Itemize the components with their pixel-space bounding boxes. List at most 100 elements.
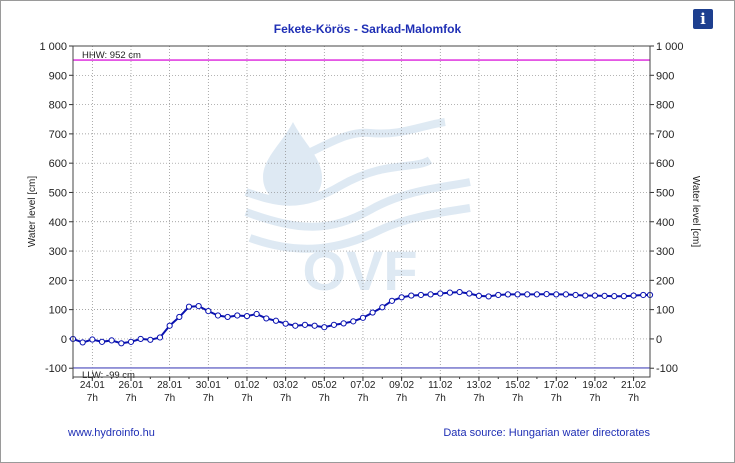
y-tick-label-left: 400 [49,217,67,229]
y-tick-label-right: 600 [656,158,674,170]
data-point [253,310,260,318]
y-tick-label-left: 900 [49,70,67,82]
data-source-note: Data source: Hungarian water directorate… [443,427,650,439]
x-tick-hour-label: 7h [435,393,446,404]
data-point [388,297,396,304]
y-tick-label-right: 800 [656,100,674,112]
data-point [572,291,579,299]
data-point [282,320,289,327]
hydroinfo-link[interactable]: www.hydroinfo.hu [68,427,155,439]
data-point [311,322,318,329]
data-point [475,292,483,299]
watermark-wave [248,204,471,253]
data-point [543,291,550,298]
x-tick-hour-label: 7h [357,393,368,404]
y-tick-label-left: 500 [49,187,67,199]
data-point [330,321,338,328]
watermark-wave [294,118,446,162]
x-tick-hour-label: 7h [473,393,484,404]
data-point [408,292,415,299]
data-point [533,291,541,298]
data-point [272,317,280,324]
x-tick-date-label: 26.01 [118,380,143,391]
y-tick-label-left: 0 [61,334,67,346]
x-tick-date-label: 11.02 [428,380,453,391]
x-tick-hour-label: 7h [551,393,562,404]
x-tick-date-label: 28.01 [157,380,182,391]
x-tick-date-label: 03.02 [273,380,298,391]
data-point [166,322,173,329]
data-point [185,303,193,310]
x-tick-hour-label: 7h [512,393,523,404]
y-tick-label-left: 200 [49,275,67,287]
x-tick-hour-label: 7h [87,393,98,404]
x-tick-hour-label: 7h [125,393,136,404]
data-point [79,339,86,346]
y-tick-label-right: -100 [656,363,678,375]
data-point [504,291,512,298]
x-tick-hour-label: 7h [589,393,600,404]
data-point [601,292,608,299]
y-tick-label-right: 900 [656,70,674,82]
y-tick-label-left: 600 [49,158,67,170]
x-tick-date-label: 01.02 [234,380,259,391]
y-tick-label-right: 1 000 [656,41,684,53]
data-point [379,304,386,311]
data-point [350,318,357,325]
data-point [630,292,637,299]
data-point [301,321,309,328]
data-point [456,288,463,296]
x-tick-date-label: 17.02 [544,380,569,391]
x-tick-date-label: 19.02 [582,380,607,391]
watermark-wave [244,156,433,206]
x-tick-hour-label: 7h [203,393,214,404]
data-point [485,293,492,300]
y-tick-label-left: -100 [45,363,67,375]
x-tick-date-label: 30.01 [196,380,221,391]
data-point [398,294,405,301]
x-tick-date-label: 07.02 [350,380,375,391]
reference-label-llw: LLW: -99 cm [82,370,135,381]
data-point [514,291,521,298]
data-point [224,313,231,321]
ovf-watermark-logo: OVF [244,118,471,302]
data-point [591,292,599,299]
y-tick-label-right: 200 [656,275,674,287]
data-point [205,307,212,315]
data-point [427,291,434,298]
data-point [340,320,347,327]
data-point [437,290,444,297]
y-tick-label-right: 300 [656,246,674,258]
data-point [108,337,115,344]
x-tick-hour-label: 7h [319,393,330,404]
x-tick-date-label: 24.01 [80,380,105,391]
data-point [137,335,144,343]
y-tick-label-left: 700 [49,129,67,141]
data-point [263,315,270,322]
x-tick-hour-label: 7h [280,393,291,404]
y-tick-label-left: 1 000 [39,41,67,53]
data-point [127,338,135,345]
data-point [292,322,299,329]
data-point [369,309,376,316]
data-point [562,291,570,298]
data-point [495,291,502,299]
y-tick-label-left: 800 [49,100,67,112]
y-tick-label-right: 400 [656,217,674,229]
info-icon[interactable]: i [693,9,713,29]
data-point [524,291,531,298]
data-point [147,336,154,343]
y-tick-label-right: 700 [656,129,674,141]
x-tick-date-label: 09.02 [389,380,414,391]
x-tick-hour-label: 7h [164,393,175,404]
x-tick-hour-label: 7h [628,393,639,404]
y-axis-label-left: Water level [cm] [27,176,38,248]
data-point [234,312,241,319]
data-point [243,312,251,320]
data-point [118,340,125,347]
data-point [98,338,106,345]
plot-border [72,45,651,378]
y-tick-label-left: 300 [49,246,67,258]
data-point [89,336,96,343]
